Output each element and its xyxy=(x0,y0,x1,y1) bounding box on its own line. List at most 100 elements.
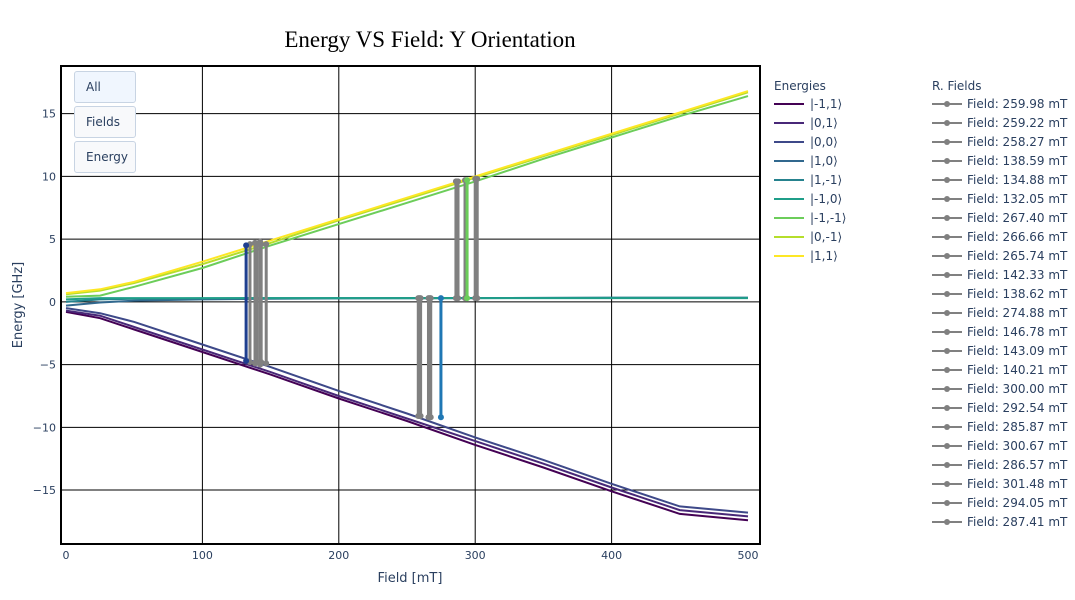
legend-field-marker xyxy=(944,196,950,202)
legend-field-item[interactable]: Field: 265.74 mT xyxy=(967,249,1068,263)
legend-energy-item[interactable]: |1,1⟩ xyxy=(810,249,838,263)
legend-field-marker xyxy=(944,215,950,221)
legend-field-marker xyxy=(944,310,950,316)
resonance-point xyxy=(415,295,422,302)
legend-field-marker xyxy=(944,253,950,259)
legend-field-item[interactable]: Field: 287.41 mT xyxy=(967,515,1068,529)
plot-frame xyxy=(60,65,761,545)
legend-field-marker xyxy=(944,101,950,107)
legend-field-item[interactable]: Field: 134.88 mT xyxy=(967,173,1068,187)
legend-field-item[interactable]: Field: 259.98 mT xyxy=(967,97,1068,111)
legend-field-marker xyxy=(944,424,950,430)
legend-field-item[interactable]: Field: 274.88 mT xyxy=(967,306,1068,320)
legend-field-item[interactable]: Field: 292.54 mT xyxy=(967,401,1068,415)
legend-field-marker xyxy=(944,348,950,354)
grid xyxy=(61,66,760,544)
x-tick-label: 400 xyxy=(601,549,622,562)
legend-field-item[interactable]: Field: 140.21 mT xyxy=(967,363,1068,377)
legend-field-item[interactable]: Field: 146.78 mT xyxy=(967,325,1068,339)
x-axis-ticks: 0 100 200 300 400 500 xyxy=(63,549,759,562)
legend-field-marker xyxy=(944,405,950,411)
y-tick-label: 0 xyxy=(49,296,56,309)
legend-field-item[interactable]: Field: 286.57 mT xyxy=(967,458,1068,472)
resonance-point xyxy=(243,357,250,364)
fields-button[interactable]: Fields xyxy=(74,106,136,138)
legend-field-item[interactable]: Field: 300.67 mT xyxy=(967,439,1068,453)
y-axis-label: Energy [GHz] xyxy=(11,262,26,348)
chart-title: Energy VS Field: Y Orientation xyxy=(284,27,576,52)
x-tick-label: 0 xyxy=(63,549,70,562)
legend-field-marker xyxy=(944,234,950,240)
energy-line-2 xyxy=(65,307,749,514)
energy-line-0 xyxy=(65,310,749,522)
resonance-point xyxy=(464,177,471,184)
plot-background xyxy=(61,66,760,544)
resonance-point xyxy=(243,242,250,249)
resonance-point xyxy=(425,414,432,421)
legend-field-item[interactable]: Field: 138.59 mT xyxy=(967,154,1068,168)
resonance-point xyxy=(474,175,481,182)
legend-energy-item[interactable]: |0,-1⟩ xyxy=(810,230,842,244)
legend-field-item[interactable]: Field: 300.00 mT xyxy=(967,382,1068,396)
legend-energy-item[interactable]: |0,1⟩ xyxy=(810,116,838,130)
legend-field-marker xyxy=(944,481,950,487)
legend-field-marker xyxy=(944,462,950,468)
legend-field-item[interactable]: Field: 142.33 mT xyxy=(967,268,1068,282)
resonance-point xyxy=(263,241,270,248)
legend-energies[interactable]: |-1,1⟩ |0,1⟩ |0,0⟩ |1,0⟩ |1,-1⟩ |-1,0⟩ |-1,-1⟩… xyxy=(774,97,846,263)
resonance-point xyxy=(254,241,261,248)
legend-field-item[interactable]: Field: 266.66 mT xyxy=(967,230,1068,244)
legend-field-item[interactable]: Field: 259.22 mT xyxy=(967,116,1068,130)
y-tick-label: −10 xyxy=(33,421,56,434)
x-axis-label: Field [mT] xyxy=(378,571,443,586)
energy-line-6 xyxy=(65,95,749,298)
resonance-point xyxy=(437,295,444,302)
resonance-point xyxy=(464,295,471,302)
legend-fields-title: R. Fields xyxy=(932,79,982,93)
resonance-point xyxy=(455,178,462,185)
legend-field-item[interactable]: Field: 138.62 mT xyxy=(967,287,1068,301)
y-tick-label: −15 xyxy=(33,484,56,497)
legend-energy-item[interactable]: |1,-1⟩ xyxy=(810,173,842,187)
resonance-point xyxy=(254,359,261,366)
legend-field-marker xyxy=(944,158,950,164)
legend-field-marker xyxy=(944,500,950,506)
resonance-point xyxy=(263,360,270,367)
legend-energy-item[interactable]: |-1,1⟩ xyxy=(810,97,842,111)
y-axis-ticks: −15 −10 −5 0 5 10 15 xyxy=(33,108,56,497)
energy-line-5 xyxy=(65,297,748,301)
legend-field-marker xyxy=(944,291,950,297)
x-tick-label: 100 xyxy=(192,549,213,562)
legend-field-marker xyxy=(944,386,950,392)
legend-field-marker xyxy=(944,443,950,449)
legend-field-marker xyxy=(944,139,950,145)
legend-field-item[interactable]: Field: 258.27 mT xyxy=(967,135,1068,149)
y-tick-label: 15 xyxy=(42,108,56,121)
legend-field-item[interactable]: Field: 267.40 mT xyxy=(967,211,1068,225)
resonance-point xyxy=(474,295,481,302)
legend-field-item[interactable]: Field: 294.05 mT xyxy=(967,496,1068,510)
x-tick-label: 200 xyxy=(328,549,349,562)
legend-energy-item[interactable]: |-1,0⟩ xyxy=(810,192,842,206)
all-button[interactable]: All xyxy=(74,71,136,103)
energy-button[interactable]: Energy xyxy=(74,141,136,173)
resonance-point xyxy=(455,295,462,302)
y-tick-label: 10 xyxy=(42,170,56,183)
legend-field-item[interactable]: Field: 285.87 mT xyxy=(967,420,1068,434)
x-tick-label: 300 xyxy=(465,549,486,562)
legend-field-item[interactable]: Field: 143.09 mT xyxy=(967,344,1068,358)
legend-energy-item[interactable]: |1,0⟩ xyxy=(810,154,838,168)
y-tick-label: 5 xyxy=(49,233,56,246)
resonance-fields xyxy=(243,175,481,421)
resonance-point xyxy=(415,413,422,420)
legend-field-item[interactable]: Field: 132.05 mT xyxy=(967,192,1068,206)
resonance-point xyxy=(425,295,432,302)
legend-energies-title: Energies xyxy=(774,79,826,93)
legend-energy-item[interactable]: |-1,-1⟩ xyxy=(810,211,846,225)
legend-energy-item[interactable]: |0,0⟩ xyxy=(810,135,838,149)
legend-fields[interactable]: Field: 259.98 mT Field: 259.22 mT Field: 2… xyxy=(932,97,1068,529)
legend-field-marker xyxy=(944,519,950,525)
legend-field-marker xyxy=(944,329,950,335)
legend-field-item[interactable]: Field: 301.48 mT xyxy=(967,477,1068,491)
